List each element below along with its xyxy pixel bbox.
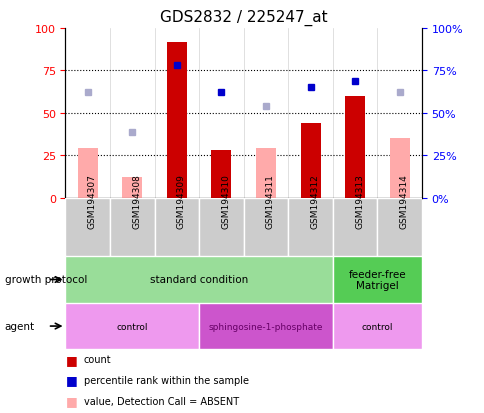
Bar <box>166 43 186 198</box>
Text: control: control <box>361 322 393 331</box>
Bar <box>243 198 287 256</box>
Text: count: count <box>84 354 111 364</box>
Text: percentile rank within the sample: percentile rank within the sample <box>84 375 248 385</box>
Text: control: control <box>116 322 148 331</box>
Bar <box>65 304 199 349</box>
Bar <box>122 178 142 198</box>
Bar <box>77 149 98 198</box>
Text: GSM194309: GSM194309 <box>177 174 185 228</box>
Bar <box>332 256 421 304</box>
Text: standard condition: standard condition <box>150 275 248 285</box>
Bar <box>287 198 332 256</box>
Title: GDS2832 / 225247_at: GDS2832 / 225247_at <box>160 10 327 26</box>
Text: ■: ■ <box>65 373 77 387</box>
Bar <box>345 97 364 198</box>
Bar <box>110 198 154 256</box>
Text: sphingosine-1-phosphate: sphingosine-1-phosphate <box>208 322 322 331</box>
Text: GSM194308: GSM194308 <box>132 174 141 228</box>
Text: ■: ■ <box>65 394 77 407</box>
Bar <box>211 151 231 198</box>
Text: GSM194314: GSM194314 <box>399 174 408 228</box>
Bar <box>332 304 421 349</box>
Text: GSM194312: GSM194312 <box>310 174 319 228</box>
Bar <box>389 139 409 198</box>
Bar <box>300 124 320 198</box>
Text: ■: ■ <box>65 353 77 366</box>
Bar <box>65 256 332 304</box>
Bar <box>377 198 421 256</box>
Text: GSM194311: GSM194311 <box>265 174 274 228</box>
Text: feeder-free
Matrigel: feeder-free Matrigel <box>348 269 406 291</box>
Bar <box>199 304 332 349</box>
Text: GSM194310: GSM194310 <box>221 174 230 228</box>
Bar <box>256 149 275 198</box>
Bar <box>65 198 110 256</box>
Bar <box>154 198 199 256</box>
Text: GSM194307: GSM194307 <box>88 174 96 228</box>
Text: growth protocol: growth protocol <box>5 275 87 285</box>
Text: agent: agent <box>5 321 35 331</box>
Bar <box>332 198 377 256</box>
Bar <box>199 198 243 256</box>
Text: GSM194313: GSM194313 <box>354 174 363 228</box>
Text: value, Detection Call = ABSENT: value, Detection Call = ABSENT <box>84 396 239 406</box>
